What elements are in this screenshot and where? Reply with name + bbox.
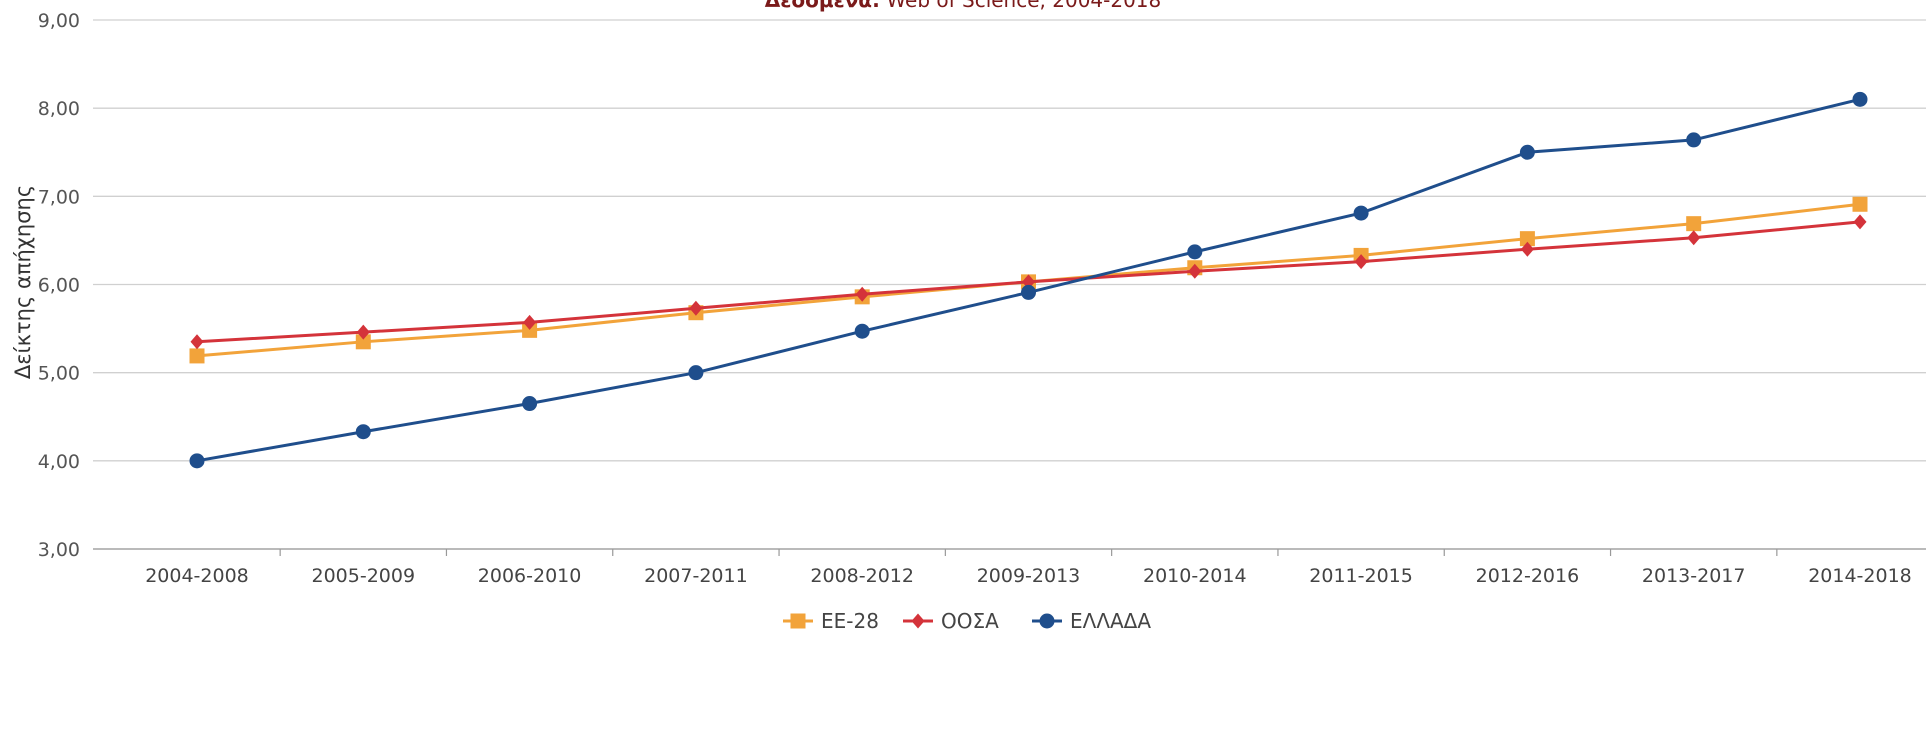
legend-label: ΕΛΛΑΔΑ xyxy=(1070,609,1151,633)
data-point xyxy=(189,453,205,469)
data-point xyxy=(1686,132,1702,148)
data-point xyxy=(1852,91,1868,107)
data-point xyxy=(855,286,869,302)
data-point xyxy=(1686,216,1702,232)
legend-marker xyxy=(790,613,806,629)
data-point xyxy=(522,322,538,338)
data-point xyxy=(522,396,538,412)
data-point xyxy=(1187,244,1203,260)
legend: ΕΕ-28 ΟΟΣΑ ΕΛΛΑΔΑ xyxy=(783,609,1151,633)
subtitle-source-text: Web of Science, 2004-2018 xyxy=(880,0,1162,12)
legend-item: ΕΕ-28 xyxy=(783,609,879,633)
y-tick-label: 8,00 xyxy=(38,98,80,120)
legend-label: ΟΟΣΑ xyxy=(941,609,999,633)
data-point xyxy=(355,334,371,350)
series-lines xyxy=(189,91,1868,469)
x-tick-label: 2011-2015 xyxy=(1309,565,1413,587)
y-tick-label: 6,00 xyxy=(38,275,80,297)
x-tick-label: 2004-2008 xyxy=(145,565,249,587)
legend-label: ΕΕ-28 xyxy=(821,609,879,633)
data-point xyxy=(854,323,870,339)
data-point xyxy=(1022,274,1035,290)
x-tick-label: 2008-2012 xyxy=(810,565,914,587)
legend-marker xyxy=(911,613,925,629)
data-point xyxy=(1852,196,1868,212)
data-point xyxy=(1354,254,1368,270)
x-tick-label: 2014-2018 xyxy=(1808,565,1912,587)
data-point xyxy=(356,324,370,340)
x-tick-label: 2010-2014 xyxy=(1143,565,1247,587)
data-point xyxy=(1520,241,1534,257)
data-point xyxy=(1021,284,1036,300)
x-tick-label: 2007-2011 xyxy=(644,565,748,587)
data-point xyxy=(523,314,537,330)
legend-item: ΕΛΛΑΔΑ xyxy=(1032,609,1151,633)
y-tick-label: 3,00 xyxy=(38,539,80,561)
data-point xyxy=(190,334,204,350)
data-point xyxy=(1353,205,1369,221)
data-point xyxy=(1687,230,1701,246)
x-axis: 2004-2008 2005-2009 2006-2010 2007-2011 2008… xyxy=(93,548,1926,587)
data-point xyxy=(355,424,371,440)
x-tick-label: 2013-2017 xyxy=(1642,565,1746,587)
y-axis-ticks: 3,00 4,00 5,00 6,00 7,00 8,00 9,00 xyxy=(38,10,80,561)
subtitle-source-label: Δεδομένα: xyxy=(764,0,881,12)
y-tick-label: 4,00 xyxy=(38,451,80,473)
data-point xyxy=(1519,144,1535,160)
data-point xyxy=(689,300,703,316)
legend-marker xyxy=(1039,613,1055,629)
data-point xyxy=(1188,263,1202,279)
legend-item: ΟΟΣΑ xyxy=(903,609,999,633)
series-greece xyxy=(189,91,1868,469)
data-point xyxy=(1853,214,1867,230)
y-tick-label: 5,00 xyxy=(38,363,80,385)
y-axis-title: Δείκτης απήχησης xyxy=(11,185,35,379)
y-tick-label: 7,00 xyxy=(38,186,80,208)
x-tick-label: 2012-2016 xyxy=(1476,565,1580,587)
series-oecd xyxy=(190,214,1867,350)
x-tick-label: 2005-2009 xyxy=(312,565,416,587)
data-point xyxy=(1519,231,1535,247)
y-tick-label: 9,00 xyxy=(38,10,80,32)
data-point xyxy=(688,365,704,381)
x-tick-label: 2006-2010 xyxy=(478,565,582,587)
data-point xyxy=(189,348,205,364)
chart-subtitle: Δεδομένα: Web of Science, 2004-2018 xyxy=(0,0,1926,12)
x-tick-label: 2009-2013 xyxy=(977,565,1081,587)
